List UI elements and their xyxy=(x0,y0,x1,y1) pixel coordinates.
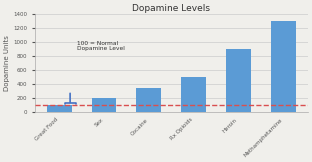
Text: 100 = Normal
Dopamine Level: 100 = Normal Dopamine Level xyxy=(77,40,125,51)
Title: Dopamine Levels: Dopamine Levels xyxy=(132,4,210,13)
Bar xyxy=(47,105,71,112)
Bar xyxy=(271,21,295,112)
Bar xyxy=(226,49,251,112)
Bar xyxy=(92,98,116,112)
Bar xyxy=(181,77,206,112)
Y-axis label: Dopamine Units: Dopamine Units xyxy=(4,35,10,91)
Bar xyxy=(136,88,161,112)
